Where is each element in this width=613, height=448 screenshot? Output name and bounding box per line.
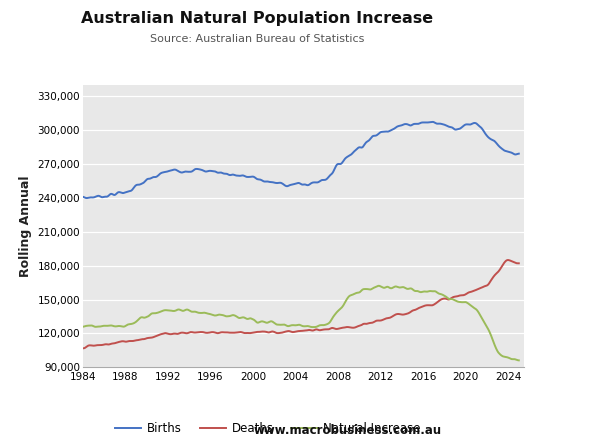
Legend: Births, Deaths, Natural Increase: Births, Deaths, Natural Increase (111, 417, 425, 439)
Deaths (336, 326, 343, 331)
Line: Deaths: Deaths (83, 260, 519, 349)
Births (408, 122, 416, 128)
Line: Natural Increase: Natural Increase (83, 286, 519, 360)
Births (429, 119, 436, 125)
Births (515, 151, 522, 156)
Births (192, 166, 199, 172)
Natural Increase (336, 307, 343, 312)
Text: www.macrobusiness.com.au: www.macrobusiness.com.au (253, 424, 441, 437)
Natural Increase (375, 283, 383, 289)
Natural Increase (370, 285, 378, 290)
Deaths (515, 261, 522, 266)
Natural Increase (408, 286, 416, 292)
Text: Source: Australian Bureau of Statistics: Source: Australian Bureau of Statistics (150, 34, 365, 43)
Deaths (408, 309, 415, 314)
Deaths (370, 319, 378, 325)
Line: Births: Births (83, 122, 519, 198)
Text: BUSINESS: BUSINESS (543, 46, 595, 56)
Births (277, 180, 284, 185)
Deaths (276, 330, 284, 336)
Births (371, 133, 378, 138)
Text: Australian Natural Population Increase: Australian Natural Population Increase (82, 11, 433, 26)
Natural Increase (515, 358, 522, 363)
Y-axis label: Rolling Annual: Rolling Annual (19, 176, 32, 277)
Deaths (191, 330, 199, 335)
Text: MACRO: MACRO (540, 21, 597, 35)
Deaths (504, 257, 512, 263)
Births (79, 194, 86, 199)
Births (337, 161, 344, 167)
Natural Increase (191, 309, 199, 314)
Births (157, 171, 164, 176)
Births (83, 195, 90, 201)
Natural Increase (276, 322, 284, 327)
Deaths (79, 346, 86, 351)
Natural Increase (79, 324, 86, 329)
Deaths (156, 332, 164, 337)
Natural Increase (156, 309, 164, 314)
